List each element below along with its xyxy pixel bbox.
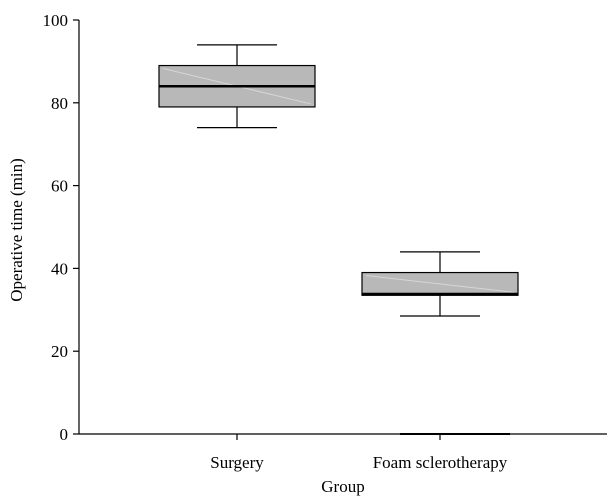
x-axis-title: Group <box>321 477 364 496</box>
box-group <box>158 44 316 129</box>
x-tick-label: Surgery <box>210 453 264 472</box>
box-sheen <box>365 275 515 293</box>
y-tick-label: 60 <box>51 177 68 196</box>
y-tick-label: 20 <box>51 342 68 361</box>
y-axis: 0 20 40 60 80 100 <box>43 11 80 444</box>
box-group <box>361 251 519 435</box>
y-tick-label: 80 <box>51 94 68 113</box>
x-tick-label: Foam sclerotherapy <box>373 453 508 472</box>
y-axis-title: Operative time (min) <box>7 158 26 302</box>
y-tick-label: 0 <box>60 425 69 444</box>
y-tick-label: 40 <box>51 259 68 278</box>
boxes <box>158 44 519 435</box>
y-tick-label: 100 <box>43 11 69 30</box>
x-axis: Surgery Foam sclerotherapy <box>79 433 607 472</box>
